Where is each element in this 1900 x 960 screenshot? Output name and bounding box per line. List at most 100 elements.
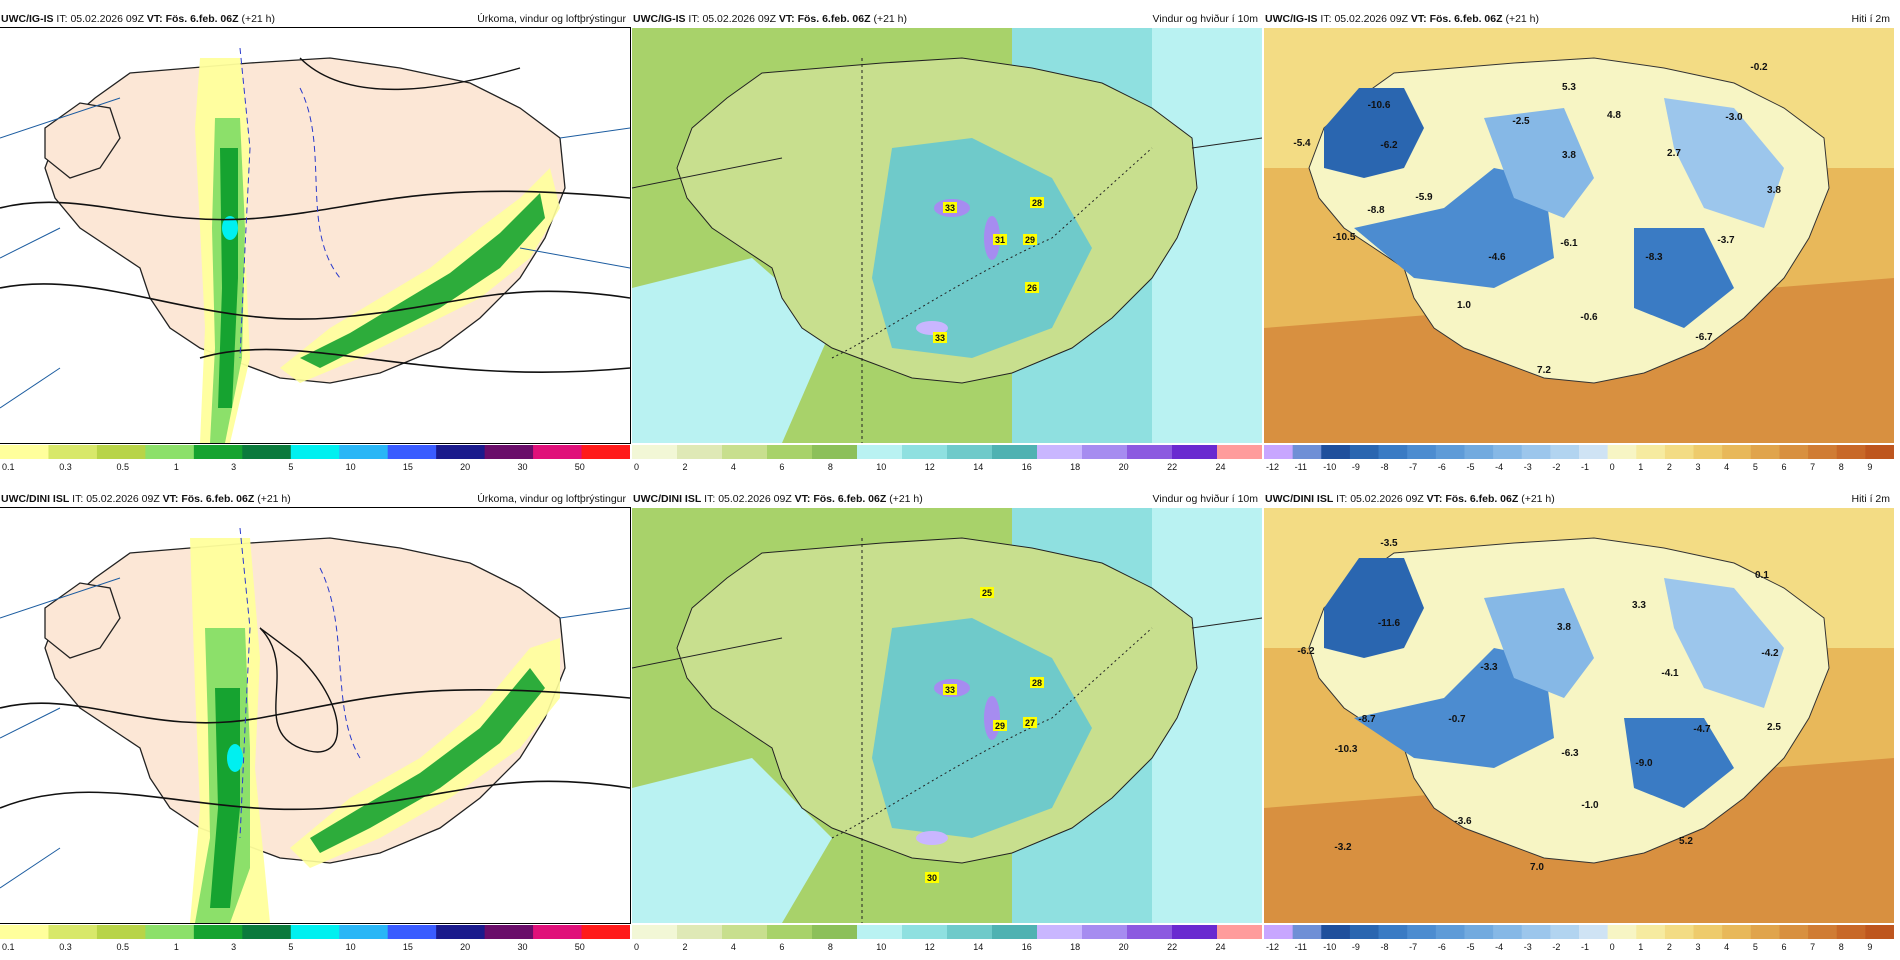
legend-swatch <box>436 445 486 459</box>
legend-swatch <box>290 445 340 459</box>
vt-label: VT: <box>778 13 795 25</box>
temp-map: -3.5 0.1 3.3 -11.6 3.8 -6.2 -4.2 -3.3 -4.1 -0.7 -8… <box>1264 508 1894 923</box>
temp-value: -6.2 <box>1297 646 1315 657</box>
legend-swatch <box>1349 925 1380 939</box>
legend-tick-label: 22 <box>1167 462 1177 472</box>
gust-value: 33 <box>945 203 955 213</box>
init-time: 05.02.2026 09Z <box>86 493 160 505</box>
it-label: IT: <box>72 493 84 505</box>
legend-tick-label: 9 <box>1867 942 1872 952</box>
temp-value: -0.7 <box>1448 714 1466 725</box>
legend-tick-label: 0.5 <box>117 942 130 952</box>
temp-value: 3.8 <box>1562 150 1576 161</box>
temp-value: -3.7 <box>1717 235 1735 246</box>
init-time: 05.02.2026 09Z <box>702 13 776 25</box>
cold-area <box>1624 718 1734 808</box>
panel-title: Hiti í 2m <box>1851 493 1890 505</box>
gust-zone <box>916 831 948 845</box>
legend-swatch <box>581 925 630 939</box>
legend-tick-label: 18 <box>1070 462 1080 472</box>
panel-header: UWC/IG-IS IT: 05.02.2026 09Z VT: Fös. 6.… <box>0 10 630 28</box>
legend-swatch <box>992 925 1038 939</box>
legend-tick-label: 50 <box>575 462 585 472</box>
temp-legend: -12 -11 -10 -9 -8 -7 -6 -5 -4 -3 -2 -1 0 1 2 3 4 5 6 7 8 9 <box>1264 923 1894 953</box>
panel-title: Úrkoma, vindur og loftþrýstingur <box>477 493 626 505</box>
temp-contour <box>319 567 361 759</box>
panel-title: Vindur og hviður í 10m <box>1152 493 1258 505</box>
legend-swatch <box>96 925 146 939</box>
precip-south-heavy <box>300 193 545 368</box>
legend-tick-label: 1 <box>174 462 179 472</box>
legend-tick-label: 15 <box>403 462 413 472</box>
init-time: 05.02.2026 09Z <box>718 493 792 505</box>
legend-swatch <box>1082 925 1128 939</box>
gust-label-bg <box>980 587 994 598</box>
precip-band-heavy <box>210 688 240 908</box>
legend-tick-label: -3 <box>1524 942 1532 952</box>
legend-tick-label: 0.3 <box>59 942 72 952</box>
legend-swatch <box>902 925 948 939</box>
panel-wind-igis: UWC/IG-IS IT: 05.02.2026 09Z VT: Fös. 6.… <box>632 10 1262 480</box>
cold-area <box>1324 558 1424 658</box>
temp-value: -0.6 <box>1580 312 1598 323</box>
legend-swatch <box>722 925 768 939</box>
cold-area <box>1354 648 1554 768</box>
legend-tick-label: -6 <box>1438 942 1446 952</box>
temp-value: -8.3 <box>1645 252 1663 263</box>
temp-value: -10.6 <box>1368 100 1391 111</box>
gust-label-bg <box>943 202 957 213</box>
legend-tick-label: 30 <box>517 942 527 952</box>
precip-legend: 0.1 0.3 0.5 1 3 5 10 15 20 30 50 <box>0 443 630 473</box>
legend-tick-label: 5 <box>1753 462 1758 472</box>
legend-swatch <box>812 925 858 939</box>
legend-tick-label: -8 <box>1381 462 1389 472</box>
legend-swatch <box>96 445 146 459</box>
legend-swatch <box>1836 925 1866 939</box>
legend-swatch <box>1082 445 1128 459</box>
legend-tick-label: 8 <box>828 942 833 952</box>
temp-value: -4.6 <box>1488 252 1506 263</box>
legend-tick-label: -8 <box>1381 942 1389 952</box>
legend-tick-label: -3 <box>1524 462 1532 472</box>
legend-tick-label: 15 <box>403 942 413 952</box>
temp-value: -6.7 <box>1695 332 1713 343</box>
wind-map: 25 33 28 29 27 30 <box>632 508 1262 923</box>
legend-tick-label: 7 <box>1810 462 1815 472</box>
legend-swatch <box>902 445 948 459</box>
legend-swatch <box>857 445 903 459</box>
legend-swatch <box>1217 445 1262 459</box>
legend-swatch <box>1550 445 1580 459</box>
gust-value: 29 <box>1025 235 1035 245</box>
legend-swatch <box>145 445 195 459</box>
legend-swatch <box>1521 445 1551 459</box>
init-time: 05.02.2026 09Z <box>1350 493 1424 505</box>
precip-band-heavy <box>218 148 238 408</box>
legend-swatch <box>947 445 993 459</box>
wind-map-svg: 33 28 31 29 33 26 <box>632 28 1262 443</box>
legend-swatch <box>1172 925 1218 939</box>
wind-map: 33 28 31 29 33 26 <box>632 28 1262 443</box>
legend-tick-label: 3 <box>1696 462 1701 472</box>
temp-value: -10.3 <box>1335 744 1358 755</box>
legend-swatch <box>436 925 486 939</box>
legend-swatch <box>1378 445 1408 459</box>
temp-value: 2.5 <box>1767 722 1781 733</box>
temp-value: 3.8 <box>1557 622 1571 633</box>
temp-value: 4.8 <box>1607 110 1621 121</box>
legend-swatch <box>947 925 993 939</box>
legend-tick-label: -7 <box>1409 942 1417 952</box>
legend-swatch <box>632 925 678 939</box>
it-label: IT: <box>1320 13 1332 25</box>
it-label: IT: <box>704 493 716 505</box>
legend-swatch <box>1636 925 1666 939</box>
temp-value: 3.3 <box>1632 600 1646 611</box>
panel-header: UWC/DINI ISL IT: 05.02.2026 09Z VT: Fös.… <box>0 490 630 508</box>
precip-core <box>227 744 243 772</box>
vt-label: VT: <box>146 13 163 25</box>
legend-swatch <box>1722 445 1752 459</box>
legend-swatch <box>1172 445 1218 459</box>
legend-swatch <box>632 445 678 459</box>
legend-swatch <box>1865 925 1894 939</box>
legend-tick-label: 12 <box>925 462 935 472</box>
legend-tick-label: 1 <box>1638 462 1643 472</box>
